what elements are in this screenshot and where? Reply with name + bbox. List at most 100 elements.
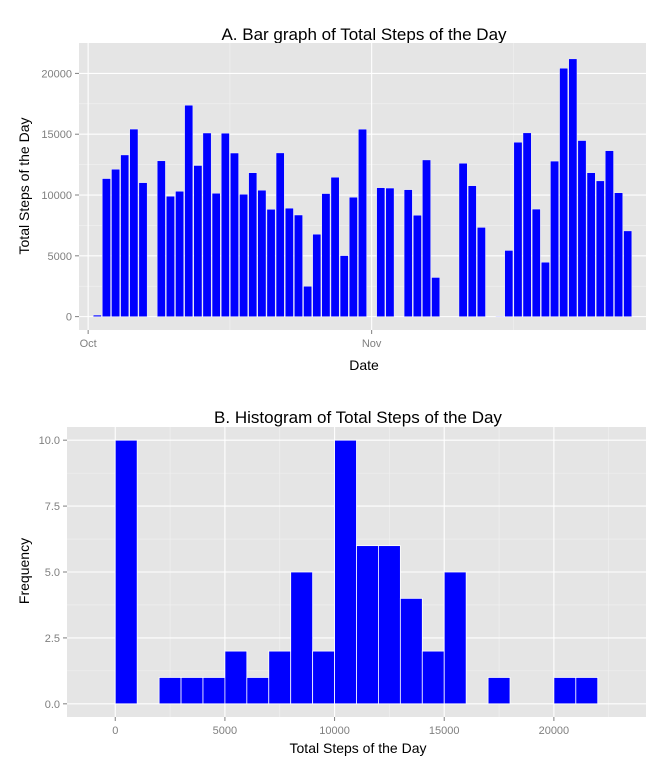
bar-2012-11-15 (495, 315, 504, 317)
chart-b-y-axis-title: Frequency (16, 538, 32, 604)
bar-2012-10-10 (166, 196, 175, 317)
histogram-bar-4000 (202, 677, 226, 705)
histogram-bar-14000 (421, 650, 445, 705)
bar-2012-11-13 (477, 227, 486, 317)
chart-a-title: A. Bar graph of Total Steps of the Day (221, 25, 507, 44)
bar-2012-10-20 (257, 190, 267, 317)
bar-2012-10-21 (266, 209, 276, 317)
bar-2012-11-21 (550, 160, 559, 317)
histogram-bar-8000 (290, 571, 314, 705)
histogram-bar-21000 (575, 677, 599, 705)
bar-2012-11-05 (403, 189, 413, 317)
chart-b-x-axis-title: Total Steps of the Day (290, 740, 427, 756)
chart-b-y-axis: 0.0 2.5 5.0 7.5 10.0 (39, 435, 67, 711)
chart-b-x-axis: 0 5000 10000 15000 20000 (112, 717, 569, 737)
histogram-bar-17000 (487, 677, 511, 705)
y-tick-label: 20000 (41, 68, 72, 80)
bar-2012-11-02 (376, 187, 386, 317)
y-tick-label: 0.0 (45, 699, 60, 711)
bar-2012-10-12 (184, 105, 194, 317)
bar-2012-11-28 (614, 192, 623, 317)
histogram-bar-3000 (180, 677, 204, 705)
bar-2012-11-22 (559, 68, 569, 317)
chart-a-y-axis: 0 5000 10000 15000 20000 (41, 68, 79, 324)
bar-2012-11-17 (513, 142, 523, 317)
bar-2012-10-18 (239, 194, 248, 317)
bar-2012-10-02 (92, 314, 102, 317)
histogram-bar-20000 (553, 677, 577, 705)
bar-2012-11-18 (522, 132, 532, 317)
histogram-steps-frequency: B. Histogram of Total Steps of the Day 0… (16, 408, 646, 756)
chart-a-x-axis-title: Date (349, 357, 379, 373)
bar-2012-10-13 (193, 165, 203, 317)
bar-2012-11-25 (586, 172, 596, 317)
bar-2012-11-19 (531, 208, 541, 317)
bar-2012-11-08 (431, 277, 440, 317)
histogram-bar-6000 (246, 677, 270, 705)
bar-2012-10-27 (321, 193, 331, 317)
y-tick-label: 5.0 (45, 567, 60, 579)
bar-2012-10-26 (312, 233, 322, 317)
bar-2012-10-28 (330, 177, 340, 317)
bar-2012-10-06 (129, 128, 139, 317)
bar-2012-10-14 (202, 132, 212, 317)
bar-2012-11-27 (605, 150, 614, 317)
bar-2012-10-04 (111, 169, 120, 317)
chart-a-y-axis-title: Total Steps of the Day (16, 118, 32, 255)
histogram-bar-10000 (334, 439, 357, 705)
x-tick-label-nov: Nov (362, 338, 382, 350)
chart-a-bars (92, 58, 633, 317)
histogram-bar-12000 (378, 545, 401, 705)
bar-2012-11-11 (458, 163, 468, 317)
chart-b-title: B. Histogram of Total Steps of the Day (214, 408, 502, 427)
bar-2012-10-30 (349, 197, 358, 317)
chart-a-x-axis: Oct Nov (80, 330, 382, 350)
y-tick-label: 0 (66, 312, 72, 324)
bar-2012-10-29 (339, 255, 349, 317)
bar-2012-11-07 (422, 159, 431, 317)
bar-2012-11-23 (568, 58, 578, 317)
histogram-bar-9000 (312, 650, 335, 705)
bar-2012-10-15 (211, 193, 221, 317)
bar-2012-11-29 (623, 230, 633, 317)
bar-2012-10-09 (156, 160, 166, 317)
bar-2012-10-17 (230, 152, 239, 317)
bar-2012-11-24 (577, 140, 587, 317)
x-tick-label: 5000 (213, 725, 237, 737)
bar-2012-10-25 (303, 286, 312, 317)
chart-b-histogram-bars (114, 439, 599, 705)
x-tick-label: 10000 (319, 725, 350, 737)
y-tick-label: 15000 (41, 129, 72, 141)
y-tick-label: 7.5 (45, 501, 60, 513)
x-tick-label: 15000 (429, 725, 460, 737)
bar-2012-10-16 (221, 132, 230, 317)
bar-chart-steps-by-date: A. Bar graph of Total Steps of the Day 0… (16, 25, 646, 373)
bar-2012-11-06 (413, 215, 422, 317)
bar-2012-10-23 (285, 207, 294, 317)
bar-2012-11-16 (504, 250, 514, 317)
bar-2012-10-05 (120, 154, 130, 317)
bar-2012-10-31 (358, 128, 367, 317)
bar-2012-10-11 (175, 191, 184, 317)
bar-2012-11-03 (385, 187, 395, 317)
histogram-bar-7000 (268, 650, 292, 705)
y-tick-label: 2.5 (45, 633, 60, 645)
y-tick-label: 10.0 (39, 435, 60, 447)
y-tick-label: 5000 (48, 251, 72, 263)
bar-2012-10-19 (248, 172, 258, 317)
bar-2012-11-20 (541, 262, 550, 317)
x-tick-label: 0 (112, 725, 118, 737)
bar-2012-10-22 (275, 152, 285, 317)
histogram-bar-13000 (399, 597, 423, 705)
histogram-bar-15000 (443, 571, 467, 705)
x-tick-label-oct: Oct (80, 338, 97, 350)
histogram-bar-2000 (158, 677, 182, 705)
histogram-bar-0 (114, 439, 138, 705)
y-tick-label: 10000 (41, 190, 72, 202)
bar-2012-10-24 (294, 214, 303, 317)
bar-2012-10-03 (102, 178, 111, 317)
histogram-bar-5000 (224, 650, 248, 705)
bar-2012-11-26 (595, 180, 605, 317)
bar-2012-10-07 (138, 182, 148, 317)
